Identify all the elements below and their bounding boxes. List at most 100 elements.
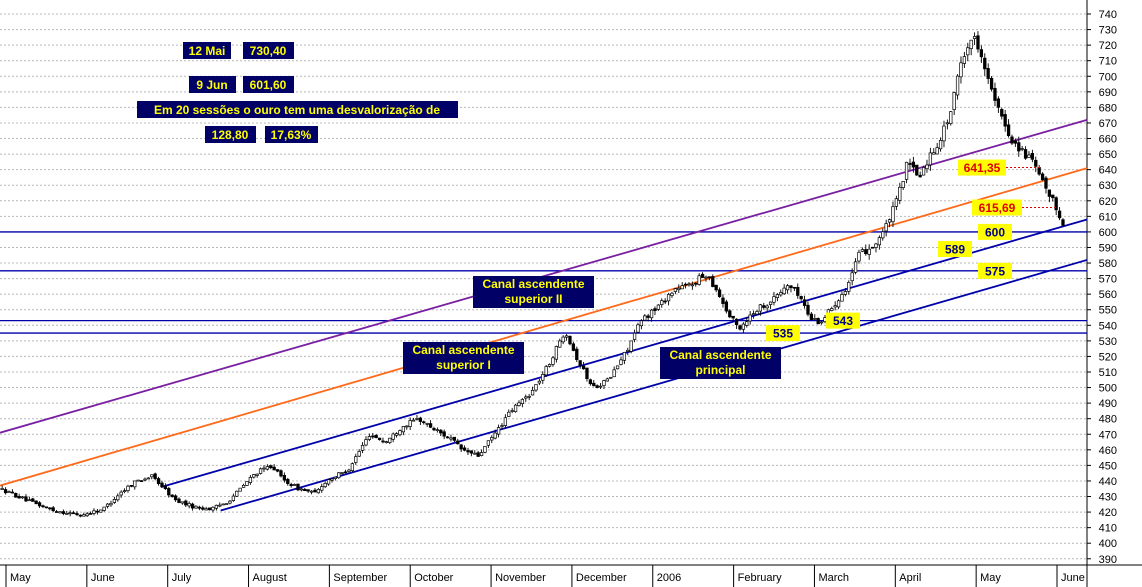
candle-body bbox=[129, 485, 134, 487]
candle-body bbox=[88, 513, 93, 515]
candle-body bbox=[901, 181, 905, 188]
price-label-box bbox=[978, 262, 1012, 279]
candle-body bbox=[918, 174, 922, 178]
candle-body bbox=[561, 336, 565, 343]
candle-body bbox=[235, 490, 239, 497]
candle-body bbox=[323, 482, 327, 488]
candle-body bbox=[384, 441, 389, 444]
candle-body bbox=[966, 47, 970, 56]
y-tick-label: 700 bbox=[1099, 71, 1117, 83]
price-label-box bbox=[958, 159, 1006, 176]
candle-body bbox=[194, 505, 198, 509]
y-tick-label: 600 bbox=[1099, 227, 1117, 239]
candle-body bbox=[819, 321, 824, 324]
candle-body bbox=[262, 467, 266, 470]
candle-body bbox=[411, 419, 416, 422]
channel-annotation-box bbox=[660, 347, 781, 379]
candle-body bbox=[371, 435, 375, 438]
candle-body bbox=[394, 433, 399, 436]
info-value2: 601,60 bbox=[250, 78, 287, 92]
info-pct-box bbox=[265, 126, 318, 143]
candle-body bbox=[853, 261, 858, 273]
candle-body bbox=[31, 498, 35, 502]
y-tick-label: 540 bbox=[1099, 320, 1117, 332]
candle-body bbox=[864, 249, 868, 255]
candle-body bbox=[503, 417, 508, 426]
candle-body bbox=[554, 346, 559, 360]
horizontal-levels bbox=[0, 231, 1087, 334]
candle-body bbox=[955, 75, 960, 96]
candle-body bbox=[27, 499, 32, 502]
candle-body bbox=[575, 348, 579, 360]
candle-body bbox=[578, 360, 582, 366]
y-tick-label: 720 bbox=[1099, 40, 1117, 52]
candle-body bbox=[167, 488, 171, 496]
candle-body bbox=[636, 324, 640, 333]
candle-body bbox=[496, 427, 501, 435]
candle-body bbox=[530, 389, 535, 396]
candle-body bbox=[405, 425, 409, 428]
candle-body bbox=[653, 308, 657, 311]
candle-body bbox=[1051, 194, 1055, 199]
candle-body bbox=[609, 376, 613, 379]
candle-body bbox=[354, 456, 358, 463]
candle-body bbox=[983, 57, 987, 70]
candle-body bbox=[347, 469, 351, 472]
candle-body bbox=[439, 429, 443, 434]
candle-body bbox=[425, 423, 429, 425]
candle-body bbox=[1023, 149, 1028, 159]
candle-body bbox=[102, 506, 106, 511]
candle-body bbox=[768, 301, 773, 305]
price-label: 615,69 bbox=[979, 201, 1016, 215]
candle-body bbox=[41, 505, 45, 508]
candle-body bbox=[0, 488, 4, 490]
candle-body bbox=[626, 349, 630, 352]
candle-body bbox=[119, 491, 123, 496]
candle-body bbox=[789, 285, 793, 289]
candle-body bbox=[469, 450, 474, 454]
candle-body bbox=[697, 275, 701, 285]
candle-body bbox=[646, 315, 650, 318]
candle-body bbox=[282, 474, 287, 481]
candle-body bbox=[513, 404, 518, 413]
y-tick-label: 740 bbox=[1099, 9, 1117, 21]
y-tick-label: 550 bbox=[1099, 305, 1117, 317]
candle-body bbox=[445, 436, 450, 439]
candle-body bbox=[143, 478, 147, 481]
candle-body bbox=[218, 504, 222, 507]
candle-body bbox=[704, 276, 708, 279]
candle-body bbox=[993, 87, 997, 101]
candle-body bbox=[286, 478, 290, 485]
candle-body bbox=[680, 285, 684, 290]
candle-body bbox=[289, 484, 293, 487]
candle-body bbox=[547, 364, 552, 367]
y-tick-label: 570 bbox=[1099, 274, 1117, 286]
candle-body bbox=[245, 481, 249, 486]
candle-body bbox=[881, 231, 885, 239]
candle-body bbox=[537, 380, 542, 384]
candle-body bbox=[204, 508, 208, 511]
candle-body bbox=[632, 332, 637, 340]
candle-body bbox=[122, 490, 127, 492]
candle-body bbox=[493, 432, 497, 439]
candle-body bbox=[921, 167, 926, 176]
candle-body bbox=[466, 450, 470, 453]
candle-body bbox=[520, 399, 525, 405]
candle-body bbox=[1047, 189, 1052, 197]
candle-body bbox=[775, 294, 780, 298]
candle-body bbox=[813, 318, 817, 320]
candle-body bbox=[343, 471, 348, 474]
candle-body bbox=[714, 284, 718, 291]
candle-body bbox=[765, 305, 769, 309]
candle-body bbox=[507, 411, 511, 417]
candle-body bbox=[333, 476, 338, 479]
candle-body bbox=[360, 445, 365, 451]
candle-body bbox=[170, 494, 174, 498]
candle-body bbox=[1034, 159, 1038, 167]
candle-body bbox=[367, 436, 372, 440]
y-tick-label: 440 bbox=[1099, 476, 1117, 488]
trend-line-channel-lower bbox=[220, 259, 1088, 512]
candle-body bbox=[687, 283, 691, 286]
